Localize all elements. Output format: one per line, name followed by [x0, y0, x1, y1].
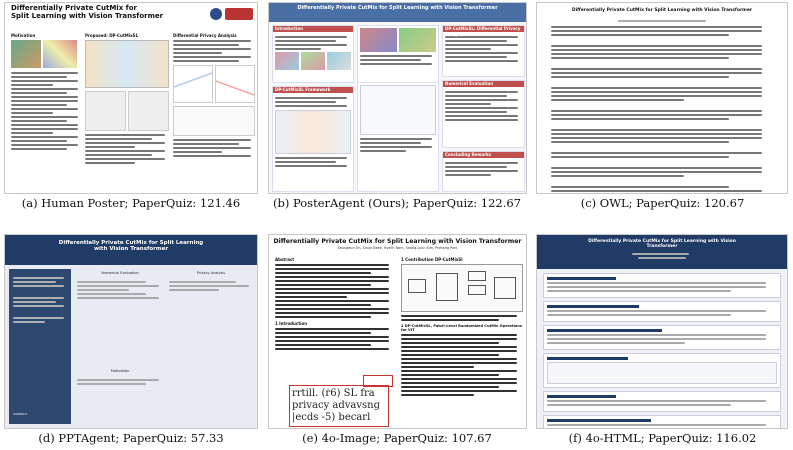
poster-b-header: Differentially Private CutMix for Split …: [269, 3, 526, 22]
poster-thumbnail-d: Differentially Private CutMix for Split …: [4, 234, 258, 429]
section-proposed: Proposed: DP-CutMixSL: [85, 33, 139, 38]
poster-a-title-line2: Split Learning with Vision Transformer: [11, 11, 164, 20]
privacy-table: [173, 106, 255, 136]
section-contribution: 1 Contribution DP-CutMixSl: [401, 257, 463, 262]
section-privacy-analysis-d: Privacy Analysis: [196, 271, 226, 275]
caption-e: (e) 4o-Image; PaperQuiz: 107.67: [302, 431, 492, 445]
poster-b-section-numerical: Numerical Evaluation: [442, 80, 525, 148]
section-introduction-e: 1 Introduction: [275, 321, 308, 326]
zoom-inset: rrtill. (ṙ6) SL fra privacy advavsng |ec…: [289, 385, 389, 427]
section-framework: DP-CutMixSL Framework: [273, 87, 353, 93]
caption-b: (b) PosterAgent (Ours); PaperQuiz: 122.6…: [273, 196, 521, 210]
section-motivation-d: Motivation: [110, 369, 130, 373]
poster-thumbnail-f: Differentially Private CutMix for Split …: [536, 234, 788, 429]
poster-e-authors: Seungeun Oh, Sihun Beek, Hyelin Nam, Seo…: [337, 245, 458, 250]
poster-a-title: Differentially Private CutMix for Split …: [11, 4, 164, 20]
poster-a-header: Differentially Private CutMix for Split …: [5, 3, 257, 27]
poster-b-column-2: [357, 25, 439, 192]
section-concluding: Concluding Remarks: [443, 152, 524, 158]
poster-d-privacy-body: [169, 279, 253, 293]
poster-thumbnail-e: Differentially Private CutMix for Split …: [268, 234, 527, 429]
contribution-diagram: [401, 264, 523, 312]
poster-d-motivation-body: [77, 377, 163, 387]
motivation-image: [11, 40, 41, 68]
section-introduction: Introduction: [273, 26, 353, 32]
caption-a: (a) Human Poster; PaperQuiz: 121.46: [21, 196, 241, 210]
poster-f-title: Differentially Private CutMix for Split …: [588, 239, 736, 249]
panel-e-4o-image: Differentially Private CutMix for Split …: [266, 232, 528, 450]
lab-logo-icon: [225, 8, 253, 20]
panel-c-owl: Differentially Private CutMix for Split …: [532, 0, 793, 210]
section-dp-analysis: DP-CutMixSL: Differential Privacy Analys…: [443, 26, 524, 37]
panel-d-pptagent: Differentially Private CutMix for Split …: [0, 232, 262, 450]
section-numerical-evaluation: Numerical Evaluation: [101, 271, 139, 275]
zoom-source-box: [363, 375, 393, 387]
poster-f-header: Differentially Private CutMix for Split …: [537, 235, 787, 269]
poster-b-title: Differentially Private CutMix for Split …: [297, 5, 498, 11]
poster-d-left-column: CONTACT: [9, 269, 71, 424]
panel-f-4o-html: Differentially Private CutMix for Split …: [532, 232, 793, 450]
poster-thumbnail-a: Differentially Private CutMix for Split …: [4, 2, 258, 194]
poster-c-title: Differentially Private CutMix for Split …: [571, 8, 753, 13]
panel-b-posteragent: Differentially Private CutMix for Split …: [266, 0, 528, 210]
poster-f-body: [537, 269, 787, 428]
poster-e-left-column: Abstract 1 Introduction: [275, 257, 395, 352]
privacy-plots: [173, 65, 255, 103]
section-contact: CONTACT: [13, 412, 28, 416]
section-privacy-analysis: Differential Privacy Analysis: [173, 33, 237, 38]
framework-diagram: [85, 40, 169, 88]
motivation-image-2: [43, 40, 77, 68]
poster-b-section-intro: Introduction: [272, 25, 354, 83]
poster-a-column-2: Proposed: DP-CutMixSL: [85, 33, 169, 191]
poster-e-title: Differentially Private CutMix for Split …: [273, 238, 522, 245]
poster-d-numerical-body: [77, 279, 163, 301]
caption-d: (d) PPTAgent; PaperQuiz: 57.33: [38, 431, 224, 445]
zoom-text-3: |ecds -5) becarl: [292, 412, 371, 423]
poster-b-section-dp: DP-CutMixSL: Differential Privacy Analys…: [442, 25, 525, 77]
poster-d-header: Differentially Private CutMix for Split …: [5, 235, 257, 265]
poster-c-body: [537, 14, 787, 193]
poster-b-images: [358, 26, 438, 82]
poster-thumbnail-c: Differentially Private CutMix for Split …: [536, 2, 788, 194]
zoom-text-2: privacy advavsng: [292, 400, 381, 411]
panel-a-human-poster: Differentially Private CutMix for Split …: [0, 0, 262, 210]
poster-d-title: Differentially Private CutMix for Split …: [58, 240, 204, 253]
section-2-e: 2 DP-CutMixSL, Patch-Level Randomized Cu…: [401, 324, 522, 332]
poster-b-section-conclusion: Concluding Remarks: [442, 151, 525, 192]
poster-e-right-column: 1 Contribution DP-CutMixSl 2 DP-CutMixSL…: [401, 257, 523, 398]
results-figure: [85, 91, 169, 131]
poster-a-logos: [210, 8, 253, 20]
university-logo-icon: [210, 8, 222, 20]
poster-a-column-3: Differential Privacy Analysis: [173, 33, 255, 191]
caption-c: (c) OWL; PaperQuiz: 120.67: [580, 196, 745, 210]
poster-thumbnail-b: Differentially Private CutMix for Split …: [268, 2, 527, 194]
poster-b-section-framework: DP-CutMixSL Framework: [272, 86, 354, 192]
poster-a-title-line1: Differentially Private CutMix for: [11, 4, 137, 12]
motivation-figure: [11, 40, 81, 68]
section-abstract: Abstract: [275, 257, 295, 262]
caption-f: (f) 4o-HTML; PaperQuiz: 116.02: [568, 431, 757, 445]
section-numerical: Numerical Evaluation: [443, 81, 524, 87]
section-motivation: Motivation: [11, 33, 36, 38]
poster-a-column-1: Motivation: [11, 33, 81, 191]
zoom-text-1: rrtill. (ṙ6) SL fra: [292, 388, 375, 399]
